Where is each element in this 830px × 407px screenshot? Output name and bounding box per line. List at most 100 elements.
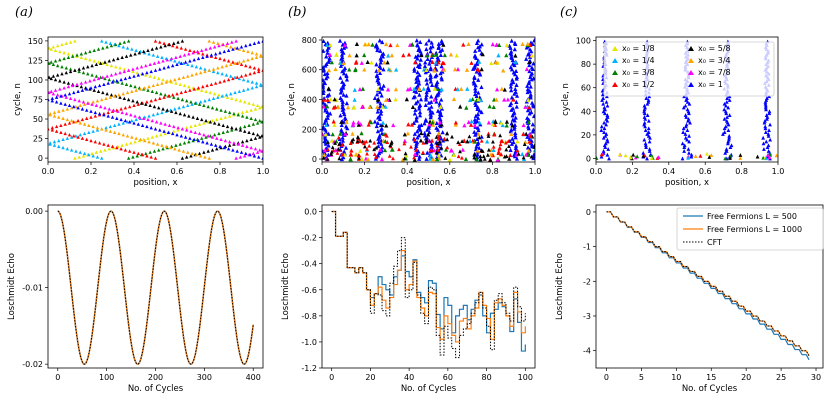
top-a-point-x0-4 — [80, 117, 85, 122]
top-b-point-low — [372, 147, 377, 152]
top-a-point-x0-5 — [206, 149, 210, 153]
top-a-point-x0-2 — [198, 66, 203, 70]
top-a-point-x0-7 — [195, 49, 200, 54]
top-a-point-x0-2 — [117, 43, 121, 48]
top-b-point-x0-8 — [514, 156, 520, 161]
top-a-point-x0-6 — [57, 115, 61, 119]
top-a-point-x0-2 — [108, 41, 113, 45]
top-b-point-row — [520, 41, 525, 47]
top-b-xtick-label: 0.2 — [358, 167, 371, 176]
top-b-point-x0-8 — [473, 91, 478, 97]
top-b-point-x0-8 — [429, 104, 434, 109]
top-a-point-x0-5 — [234, 127, 238, 131]
bottom-c-xtick-label: 0 — [604, 373, 609, 382]
top-a-point-x0-7 — [223, 138, 228, 143]
top-b-point-row — [430, 120, 435, 125]
top-a-point-x0-1 — [202, 121, 206, 125]
top-b-point-x0-8 — [435, 108, 441, 113]
top-a-point-x0-1 — [193, 123, 197, 127]
top-a-point-x0-5 — [208, 120, 213, 124]
top-c-point-x0-8 — [761, 141, 766, 146]
top-a-point-x0-5 — [180, 39, 185, 43]
top-b-point-x0-8 — [417, 102, 423, 108]
top-b-point-row — [444, 131, 450, 136]
top-b-point-row — [353, 66, 358, 72]
top-c-point-x0-8 — [683, 132, 688, 136]
top-b-point-row — [413, 60, 418, 65]
top-a-point-x0-7 — [49, 89, 53, 93]
top-a-point-x0-3 — [152, 149, 157, 153]
top-b-point-row — [478, 157, 483, 162]
top-b-point-x0-8 — [512, 110, 517, 115]
top-b-point-low — [486, 134, 491, 138]
top-a-point-x0-7 — [124, 111, 129, 116]
top-b-point-row — [356, 122, 361, 127]
top-a-point-x0-7 — [236, 142, 240, 146]
top-a-point-x0-5 — [148, 103, 152, 108]
top-b-point-low — [356, 135, 361, 140]
top-a-point-x0-1 — [92, 59, 96, 63]
top-a-point-x0-4 — [239, 62, 244, 67]
top-b-point-x0-8 — [477, 70, 482, 75]
top-a-point-x0-3 — [243, 124, 247, 129]
top-a-point-x0-3 — [144, 151, 148, 156]
top-a-point-x0-4 — [93, 114, 97, 118]
top-a-point-x0-3 — [86, 72, 90, 76]
top-b-point-row — [350, 131, 355, 136]
top-a-point-x0-1 — [60, 42, 64, 47]
top-b-xlabel: position, x — [406, 178, 450, 188]
top-b-point-low — [384, 133, 389, 138]
top-c-point-base — [656, 155, 661, 160]
top-a-point-x0-6 — [168, 145, 173, 150]
top-b-point-x0-8 — [378, 111, 384, 116]
top-b-point-row — [368, 120, 374, 125]
top-b-point-row — [417, 86, 422, 91]
top-a-point-x0-3 — [75, 53, 79, 57]
top-c-point-x0-8 — [599, 154, 604, 159]
top-a-point-x0-3 — [126, 39, 131, 43]
top-b-point-x0-8 — [377, 63, 382, 68]
top-c-point-x0-8 — [767, 109, 772, 114]
top-b-point-low — [439, 145, 444, 150]
top-b-point-x0-8 — [429, 40, 434, 45]
top-a-point-x0-6 — [229, 45, 233, 49]
top-a-point-x0-8 — [239, 150, 244, 154]
top-b-point-low — [365, 151, 369, 156]
bottom-a-xtick-label: 100 — [99, 373, 114, 382]
top-a-point-x0-4 — [106, 110, 110, 115]
top-b-point-row — [493, 119, 498, 124]
top-b-point-x0-8 — [531, 113, 535, 119]
top-a-point-x0-3 — [49, 60, 53, 64]
top-b-point-x0-8 — [473, 100, 478, 105]
top-a-point-x0-3 — [217, 131, 221, 136]
top-b-point-x0-8 — [512, 122, 518, 127]
top-a-point-x0-8 — [235, 46, 239, 50]
top-b-point-x0-8 — [414, 115, 419, 120]
bottom-a-xtick-label: 400 — [246, 373, 261, 382]
chart-bottom-b: 0 20 40 60 80 1000.0-0.2-0.4-0.6-0.8-1.0-1.2N… — [281, 204, 536, 394]
top-b-point-row — [453, 122, 458, 127]
top-a-point-x0-4 — [119, 107, 123, 111]
top-b-point-x0-8 — [525, 87, 530, 92]
top-b-point-low — [445, 145, 450, 150]
top-a-point-x0-1 — [253, 107, 258, 111]
top-a-point-x0-4 — [153, 97, 158, 102]
top-b-point-low — [336, 146, 341, 151]
top-a-point-x0-8 — [145, 70, 149, 75]
top-b-point-row — [432, 86, 437, 91]
top-a-point-x0-2 — [237, 76, 242, 81]
top-a-point-x0-2 — [229, 91, 233, 96]
top-b-point-x0-8 — [413, 107, 418, 112]
top-a-point-x0-1 — [247, 101, 251, 105]
top-b-point-x0-8 — [514, 93, 520, 98]
top-a-point-x0-8 — [128, 120, 132, 124]
top-c-xlabel: position, x — [665, 178, 709, 188]
top-a-point-x0-4 — [140, 152, 145, 157]
top-a-point-x0-4 — [59, 130, 63, 135]
top-b-point-x0-8 — [472, 65, 477, 70]
top-b-point-low — [481, 154, 486, 159]
bottom-b-ytick-label: 0.0 — [304, 208, 317, 217]
top-a-point-x0-8 — [196, 138, 201, 143]
top-c-ytick-label: 20 — [581, 131, 591, 140]
top-a-point-x0-8 — [226, 147, 231, 151]
